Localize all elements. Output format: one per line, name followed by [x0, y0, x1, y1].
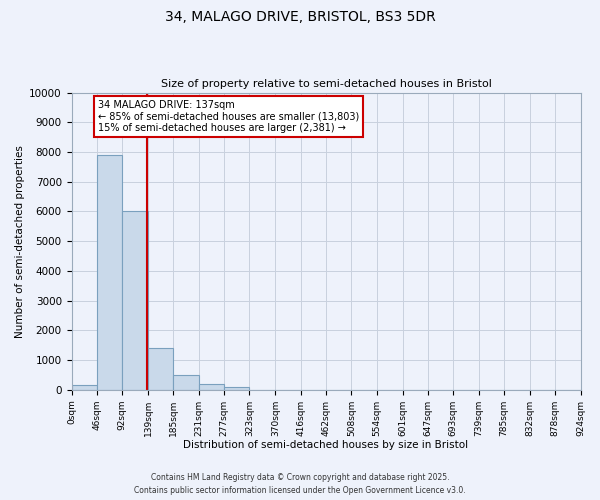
Text: 34 MALAGO DRIVE: 137sqm
← 85% of semi-detached houses are smaller (13,803)
15% o: 34 MALAGO DRIVE: 137sqm ← 85% of semi-de…	[98, 100, 359, 133]
Bar	[173, 375, 199, 390]
Bar	[224, 387, 250, 390]
Title: Size of property relative to semi-detached houses in Bristol: Size of property relative to semi-detach…	[161, 79, 491, 89]
Bar	[97, 155, 122, 390]
Y-axis label: Number of semi-detached properties: Number of semi-detached properties	[15, 144, 25, 338]
Bar	[199, 384, 224, 390]
Bar	[71, 386, 97, 390]
Bar	[148, 348, 173, 390]
Text: Contains HM Land Registry data © Crown copyright and database right 2025.
Contai: Contains HM Land Registry data © Crown c…	[134, 474, 466, 495]
Text: 34, MALAGO DRIVE, BRISTOL, BS3 5DR: 34, MALAGO DRIVE, BRISTOL, BS3 5DR	[164, 10, 436, 24]
Bar	[122, 212, 148, 390]
X-axis label: Distribution of semi-detached houses by size in Bristol: Distribution of semi-detached houses by …	[184, 440, 469, 450]
